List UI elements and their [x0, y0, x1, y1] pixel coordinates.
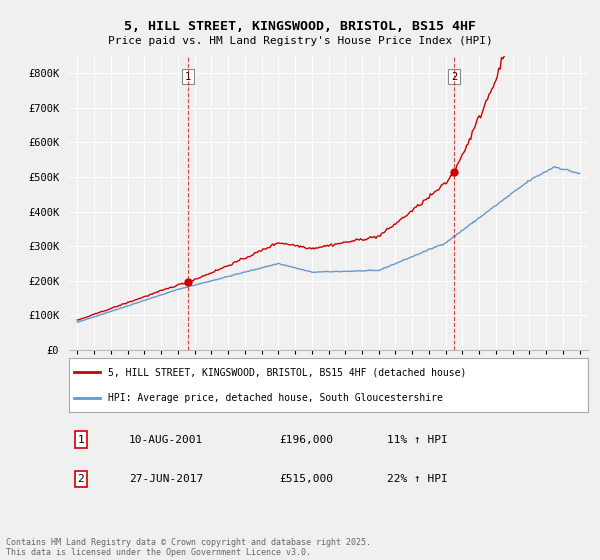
Text: Contains HM Land Registry data © Crown copyright and database right 2025.
This d: Contains HM Land Registry data © Crown c… — [6, 538, 371, 557]
Text: 27-JUN-2017: 27-JUN-2017 — [129, 474, 203, 484]
Text: £196,000: £196,000 — [279, 435, 333, 445]
Text: £515,000: £515,000 — [279, 474, 333, 484]
Text: 2: 2 — [451, 72, 457, 82]
Text: HPI: Average price, detached house, South Gloucestershire: HPI: Average price, detached house, Sout… — [108, 393, 443, 403]
Text: 5, HILL STREET, KINGSWOOD, BRISTOL, BS15 4HF (detached house): 5, HILL STREET, KINGSWOOD, BRISTOL, BS15… — [108, 367, 466, 377]
Text: 2: 2 — [77, 474, 85, 484]
Text: 1: 1 — [77, 435, 85, 445]
Text: 11% ↑ HPI: 11% ↑ HPI — [387, 435, 448, 445]
Text: 10-AUG-2001: 10-AUG-2001 — [129, 435, 203, 445]
Text: 22% ↑ HPI: 22% ↑ HPI — [387, 474, 448, 484]
Text: 1: 1 — [185, 72, 191, 82]
Text: 5, HILL STREET, KINGSWOOD, BRISTOL, BS15 4HF: 5, HILL STREET, KINGSWOOD, BRISTOL, BS15… — [124, 20, 476, 32]
Text: Price paid vs. HM Land Registry's House Price Index (HPI): Price paid vs. HM Land Registry's House … — [107, 36, 493, 46]
